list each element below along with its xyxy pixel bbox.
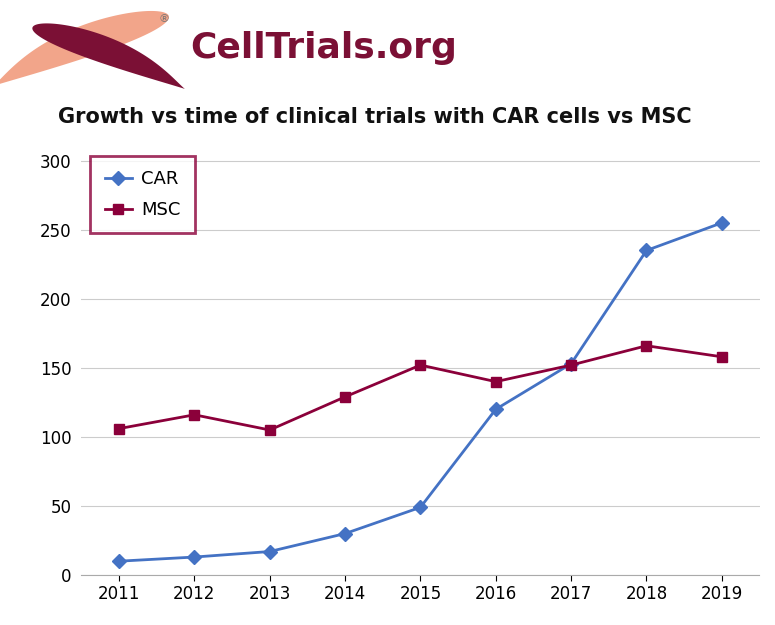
PathPatch shape	[33, 23, 185, 89]
MSC	[491, 378, 501, 386]
MSC	[642, 342, 651, 349]
MSC	[115, 425, 124, 432]
Line: MSC: MSC	[114, 341, 727, 435]
MSC	[265, 426, 274, 434]
MSC	[340, 393, 350, 401]
CAR	[717, 219, 726, 227]
MSC	[190, 411, 199, 419]
CAR	[115, 558, 124, 565]
Legend: CAR, MSC: CAR, MSC	[91, 156, 195, 233]
CAR	[567, 360, 576, 368]
CAR	[265, 548, 274, 555]
PathPatch shape	[0, 11, 169, 86]
Text: Growth vs time of clinical trials with CAR cells vs MSC: Growth vs time of clinical trials with C…	[58, 106, 692, 126]
Text: ®: ®	[159, 14, 170, 24]
CAR	[415, 504, 425, 511]
MSC	[415, 361, 425, 369]
CAR	[190, 553, 199, 561]
Line: CAR: CAR	[114, 218, 727, 566]
CAR	[491, 406, 501, 413]
Text: CellTrials.org: CellTrials.org	[190, 31, 456, 66]
MSC	[567, 361, 576, 369]
CAR	[340, 530, 350, 538]
CAR	[642, 247, 651, 254]
MSC	[717, 353, 726, 361]
